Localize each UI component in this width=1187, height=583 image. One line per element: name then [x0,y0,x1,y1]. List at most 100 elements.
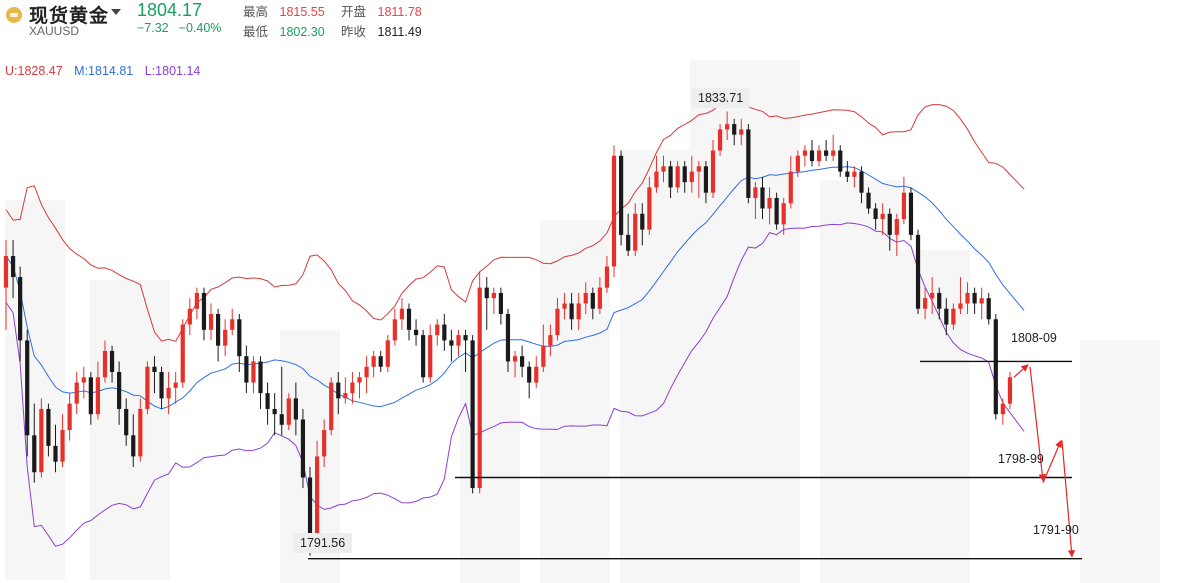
candle-body [258,361,263,394]
candle-body [307,477,313,541]
candle [124,398,129,446]
candle-body [74,382,79,404]
candle-body [117,372,122,409]
candle-body [894,219,899,235]
candle-body [788,171,793,204]
candle-body [760,187,765,209]
candle-body [583,292,588,304]
candle [251,356,256,394]
candle-body [1007,377,1013,404]
candle [774,192,779,230]
candle [81,366,86,399]
level-label-1808: 1808-09 [1011,331,1057,345]
candle [915,229,921,314]
candle-body [696,166,701,172]
candle [541,324,546,373]
candle-body [159,372,164,399]
candle [590,287,595,320]
candle [102,340,108,383]
chevron-down-icon[interactable] [111,9,121,15]
watermark-block [460,360,520,583]
candle-body [710,150,716,193]
bollinger-legend: U:1828.47 M:1814.81 L:1801.14 [5,64,208,78]
candle [194,287,199,320]
candle [746,124,751,204]
candle-body [732,124,737,135]
instrument-name[interactable]: 现货黄金 [29,6,110,27]
candle-body [576,303,581,320]
candle [852,166,857,188]
candle-body [930,292,935,299]
candle [534,356,539,388]
candle-body [901,192,906,220]
candle [329,377,334,436]
candle [159,366,164,409]
candle-body [371,356,376,367]
candle-body [527,366,532,383]
candle [477,271,482,494]
gold-bar-icon [6,7,22,23]
candle [60,414,65,467]
candle-body [10,255,16,278]
watermark-block [690,60,800,583]
candle-body [95,377,101,415]
candle [654,155,659,193]
candle [216,308,221,362]
candle-body [767,197,772,209]
candle-body [406,308,412,330]
candle-body [392,319,397,341]
stat-high: 最高 1815.55 [243,1,325,20]
candle-body [993,319,998,415]
candle-body [166,387,171,399]
candle [626,213,631,256]
symbol-code: XAUUSD [29,24,80,38]
candle-body [682,166,687,183]
candle [53,424,58,473]
candle-body [809,150,815,162]
candle [845,161,850,183]
candle [732,118,737,146]
candle-body [279,414,284,425]
candle-body [25,340,30,436]
candle-body [237,319,242,357]
candle-body [484,287,489,299]
candle [640,203,645,246]
candle-body [300,419,306,478]
candle-body [329,382,334,431]
candle-body [746,129,751,198]
candle [901,176,906,225]
level-label-1798: 1798-99 [998,452,1044,466]
candle [435,319,440,346]
candle-body [46,408,51,446]
candle [166,372,171,415]
candle [449,329,454,362]
candle [597,277,602,314]
candle-body [428,335,433,378]
candle [117,361,122,425]
candle [300,408,306,489]
candle [894,213,899,256]
candle-body [187,308,192,325]
candle [421,329,426,383]
candle-body [60,430,65,462]
candle [647,176,652,235]
candle-body [293,398,298,420]
candle-body [357,377,362,383]
candle-body [131,435,136,457]
watermark-block [90,280,170,580]
candle [611,145,617,278]
candle-body [824,150,829,156]
candle-body [470,340,475,489]
candle [972,287,977,314]
candle-body [421,335,426,378]
candle-body [32,435,37,473]
candle [682,161,687,193]
candle-body [463,335,468,341]
projection-arrow [1061,440,1076,558]
candle [230,308,235,336]
candle-body [802,150,808,156]
candle [413,319,419,346]
candle-body [703,166,709,193]
quote-header: 现货黄金 XAUUSD 1804.17 −7.32 −0.40% 最高 1815.… [0,0,1187,44]
